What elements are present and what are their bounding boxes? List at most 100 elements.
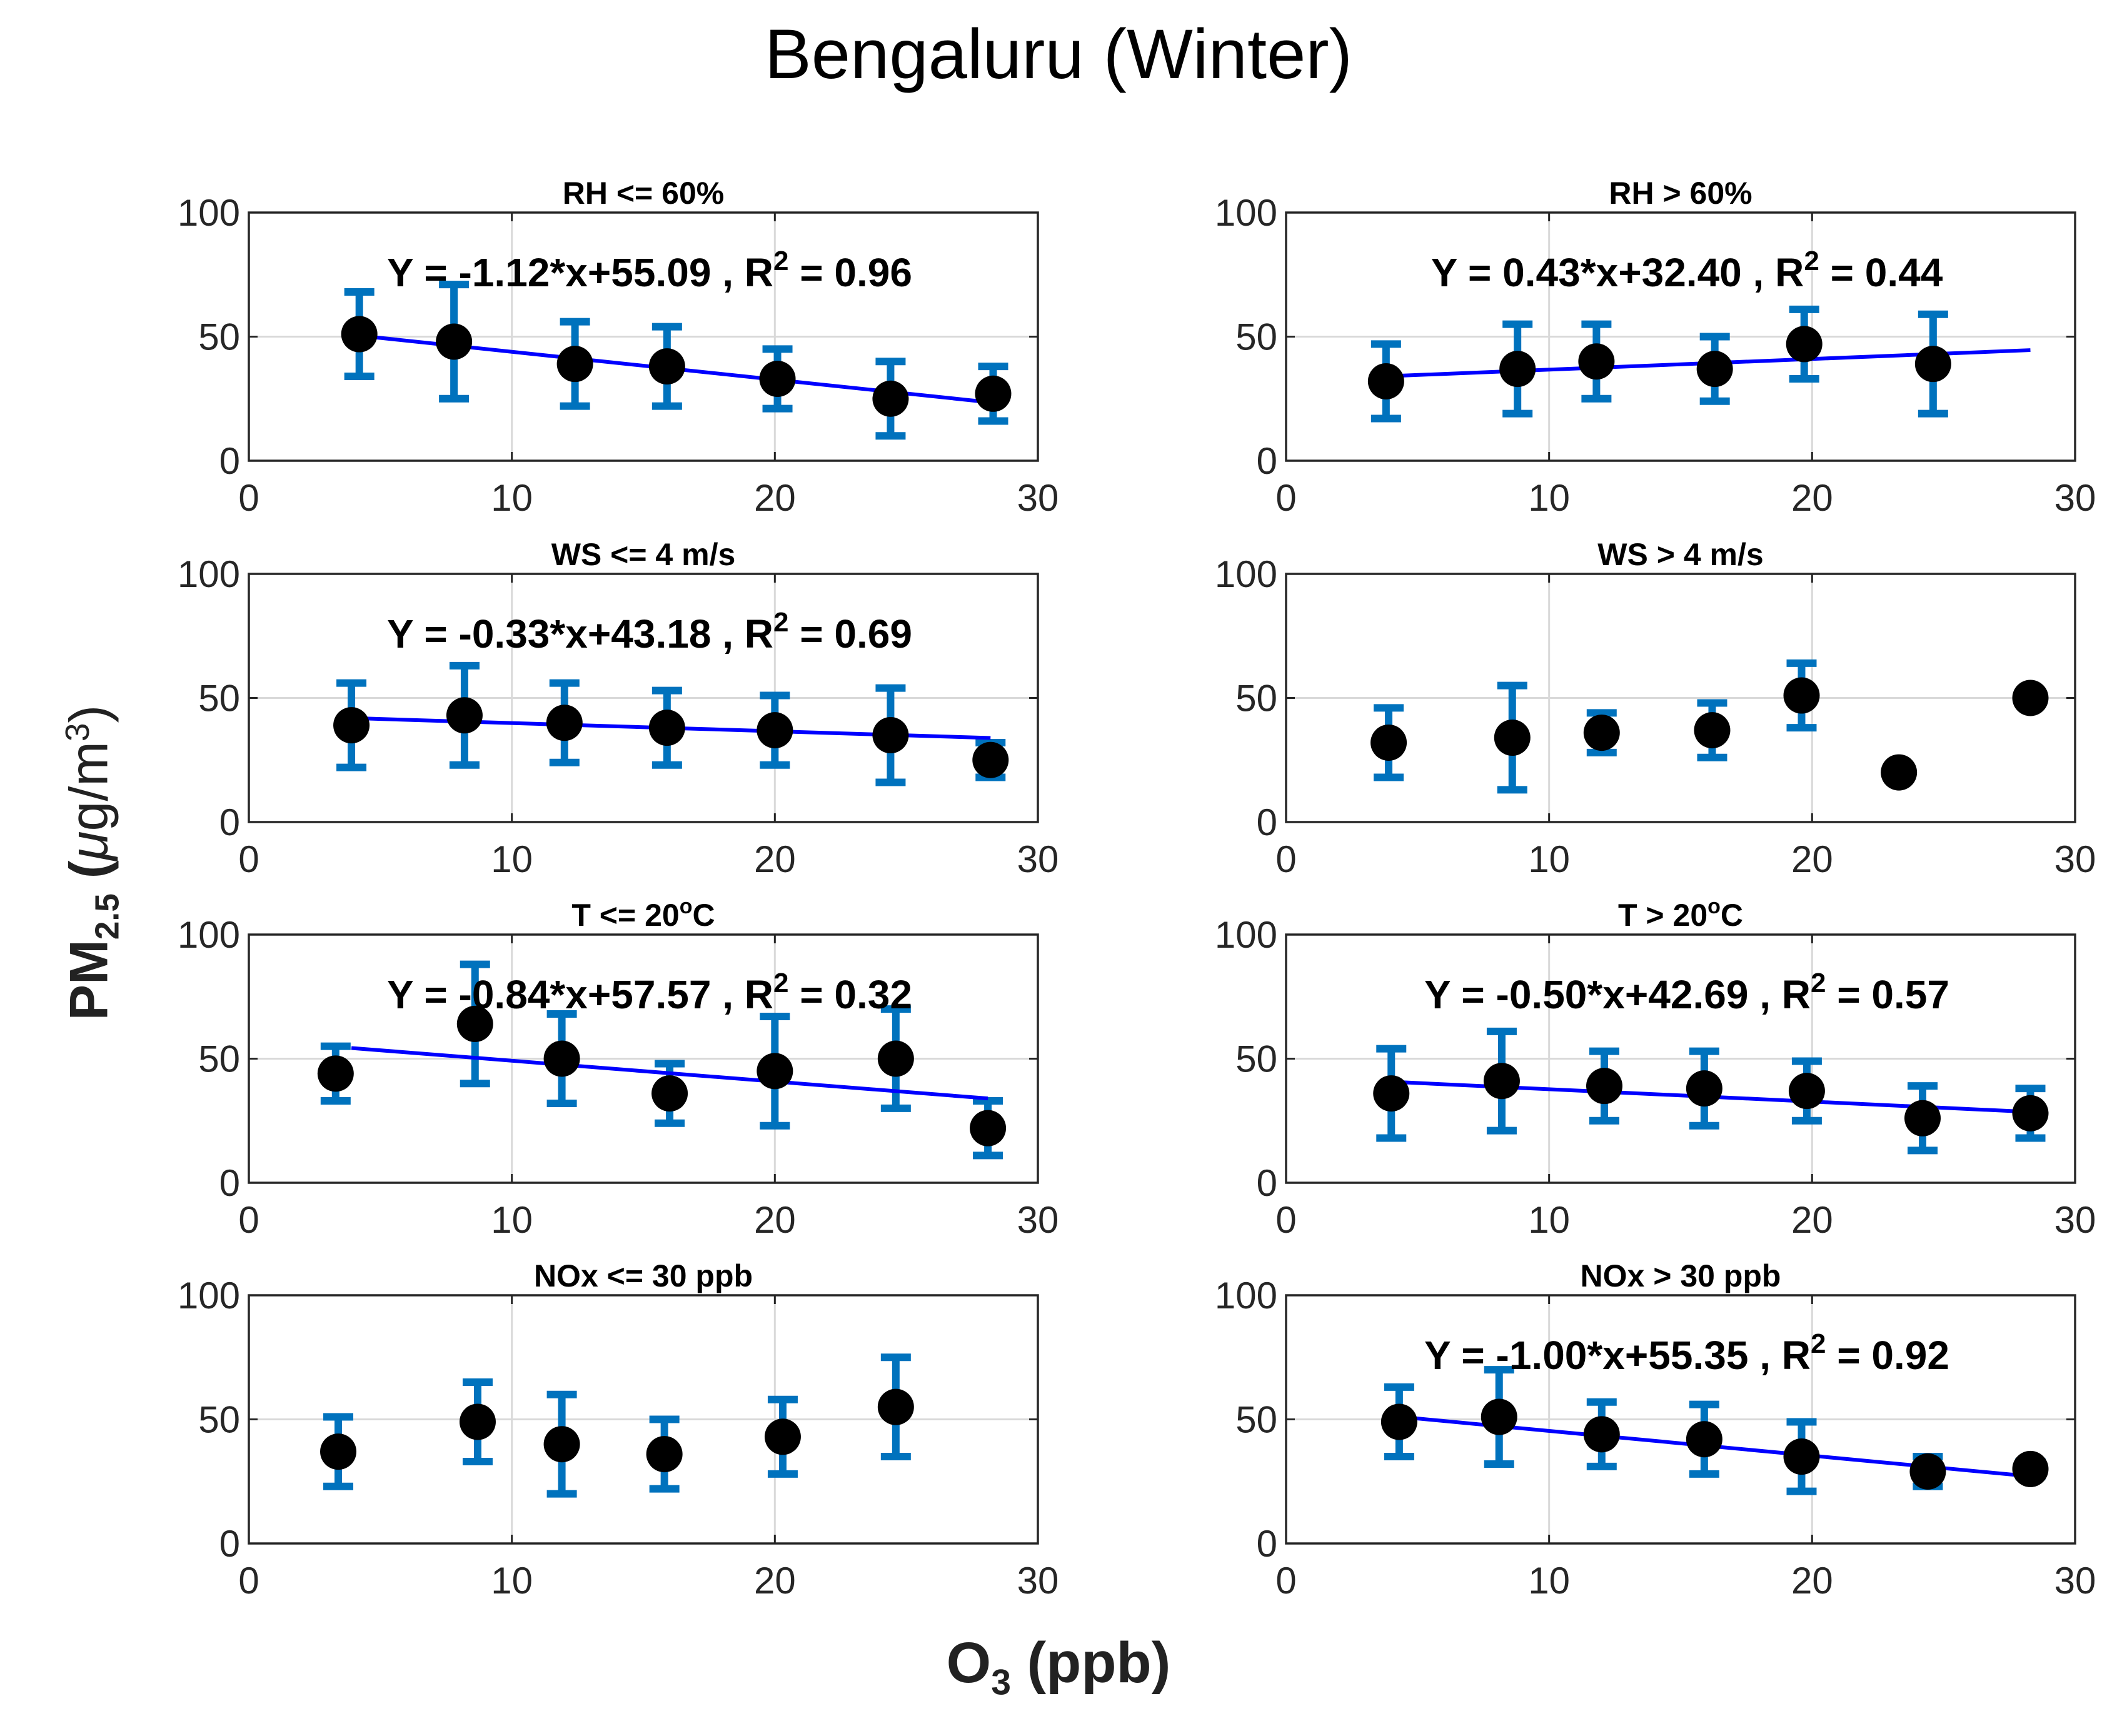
data-point — [1909, 1453, 1946, 1490]
regression-equation-text: Y = -0.50*x+42.69 , R — [1424, 972, 1811, 1017]
x-axis-label-subscript: 3 — [991, 1662, 1011, 1703]
data-point — [1499, 351, 1536, 388]
data-point — [1583, 715, 1620, 751]
regression-equation-text: Y = -1.12*x+55.09 , R — [387, 250, 773, 295]
figure-title: Bengaluru (Winter) — [765, 15, 1352, 93]
subplot-title-text: T <= 20 — [571, 898, 679, 933]
data-point — [556, 346, 593, 383]
x-tick-label: 30 — [1017, 838, 1059, 880]
data-point — [1783, 677, 1820, 714]
data-point — [1494, 720, 1531, 756]
subplot-title-superscript: o — [1707, 895, 1721, 918]
data-point — [317, 1055, 354, 1092]
y-tick-label: 0 — [219, 440, 240, 482]
regression-line — [351, 1046, 988, 1101]
x-tick-label: 0 — [1275, 1560, 1296, 1602]
y-tick-label: 100 — [178, 914, 240, 956]
x-tick-label: 30 — [1017, 1560, 1059, 1602]
subplot-title-text: RH > 60% — [1609, 176, 1752, 211]
data-point — [1881, 754, 1918, 791]
r-squared-superscript: 2 — [773, 246, 788, 276]
subplot-title: T > 20oC — [1618, 895, 1743, 933]
x-tick-label: 20 — [754, 838, 796, 880]
y-tick-label: 50 — [1235, 678, 1277, 720]
subplot-5: 0 10 20 30 0 50 100 T <= 20oC Y = -0.84*x+57.57 … — [178, 895, 1058, 1241]
subplot-title-text: WS > 4 m/s — [1597, 537, 1763, 572]
data-point — [651, 1075, 688, 1112]
x-tick-label: 30 — [1017, 477, 1059, 519]
r-squared-superscript: 2 — [1804, 246, 1819, 276]
subplot-title-text: RH <= 60% — [563, 176, 724, 211]
y-tick-label: 0 — [219, 801, 240, 843]
data-point — [546, 705, 583, 741]
data-point — [1694, 712, 1731, 749]
r-squared-superscript: 2 — [773, 607, 788, 638]
x-tick-label: 10 — [491, 477, 533, 519]
r-squared-value: = 0.44 — [1819, 250, 1943, 295]
y-tick-label: 100 — [1215, 1275, 1277, 1317]
x-tick-label: 0 — [238, 1560, 259, 1602]
y-tick-label: 0 — [219, 1523, 240, 1565]
x-axis-label-main: O — [946, 1631, 992, 1695]
x-tick-label: 10 — [1528, 1560, 1570, 1602]
subplot-2: 0 10 20 30 0 50 100 RH > 60% Y = 0.43*x+32.40 , … — [1215, 176, 2096, 519]
subplot-title-suffix: C — [693, 898, 715, 933]
x-tick-label: 20 — [1791, 838, 1833, 880]
data-point — [436, 323, 473, 360]
y-tick-label: 0 — [1257, 440, 1277, 482]
data-point — [1586, 1068, 1623, 1105]
subplot-title: RH <= 60% — [563, 176, 724, 211]
subplot-title: WS <= 4 m/s — [551, 537, 736, 572]
x-tick-label: 30 — [2054, 838, 2096, 880]
data-point — [872, 717, 909, 754]
data-point — [1481, 1398, 1517, 1435]
y-tick-label: 100 — [1215, 553, 1277, 595]
data-point — [333, 707, 370, 744]
r-squared-superscript: 2 — [1811, 968, 1826, 998]
data-point — [872, 380, 909, 417]
data-point — [459, 1403, 496, 1440]
regression-equation: Y = -1.12*x+55.09 , R2 = 0.96 — [387, 246, 912, 295]
r-squared-value: = 0.92 — [1826, 1333, 1949, 1378]
r-squared-superscript: 2 — [773, 968, 788, 998]
regression-equation-text: Y = -1.00*x+55.35 , R — [1424, 1333, 1811, 1378]
regression-equation-text: Y = -0.84*x+57.57 , R — [387, 972, 773, 1017]
data-point — [320, 1433, 357, 1470]
x-tick-label: 10 — [491, 1560, 533, 1602]
x-tick-label: 0 — [1275, 477, 1296, 519]
data-point — [2012, 680, 2049, 716]
y-tick-label: 100 — [178, 192, 240, 234]
regression-equation: Y = -1.00*x+55.35 , R2 = 0.92 — [1424, 1328, 1949, 1378]
data-point — [972, 741, 1009, 778]
x-tick-label: 20 — [754, 1560, 796, 1602]
data-point — [456, 1005, 493, 1042]
subplot-6: 0 10 20 30 0 50 100 T > 20oC Y = -0.50*x+42.69 ,… — [1215, 895, 2096, 1241]
x-tick-label: 0 — [238, 1199, 259, 1241]
y-tick-label: 0 — [1257, 1523, 1277, 1565]
data-point — [543, 1040, 580, 1077]
data-point — [646, 1436, 683, 1473]
x-tick-label: 10 — [1528, 477, 1570, 519]
x-tick-label: 30 — [2054, 1560, 2096, 1602]
y-tick-label: 50 — [198, 1038, 240, 1080]
regression-equation: Y = 0.43*x+32.40 , R2 = 0.44 — [1431, 246, 1943, 295]
r-squared-value: = 0.69 — [788, 611, 912, 656]
subplot-4: 0 10 20 30 0 50 100 WS > 4 m/s — [1215, 537, 2096, 880]
x-tick-label: 0 — [238, 838, 259, 880]
data-point — [877, 1040, 914, 1077]
data-point — [757, 712, 793, 749]
subplot-title-text: WS <= 4 m/s — [551, 537, 736, 572]
y-tick-label: 100 — [1215, 914, 1277, 956]
subplot-title: NOx > 30 ppb — [1581, 1258, 1781, 1293]
x-tick-label: 0 — [1275, 838, 1296, 880]
data-point — [2012, 1450, 2049, 1487]
data-point — [1583, 1416, 1620, 1453]
x-axis-label: O3 (ppb) — [0, 1625, 2117, 1713]
r-squared-value: = 0.96 — [788, 250, 912, 295]
regression-equation: Y = -0.33*x+43.18 , R2 = 0.69 — [387, 607, 912, 656]
data-point — [970, 1110, 1007, 1146]
data-point — [1367, 363, 1404, 399]
y-tick-label: 100 — [178, 1275, 240, 1317]
y-tick-label: 100 — [1215, 192, 1277, 234]
subplot-title: WS > 4 m/s — [1597, 537, 1763, 572]
